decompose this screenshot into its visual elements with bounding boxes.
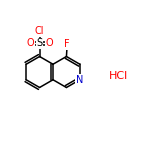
Text: HCl: HCl xyxy=(108,71,128,81)
Text: O: O xyxy=(26,38,34,48)
Text: O: O xyxy=(45,38,53,48)
Text: Cl: Cl xyxy=(35,26,44,36)
Text: F: F xyxy=(64,39,70,49)
Text: S: S xyxy=(36,38,43,48)
Text: N: N xyxy=(76,75,84,85)
